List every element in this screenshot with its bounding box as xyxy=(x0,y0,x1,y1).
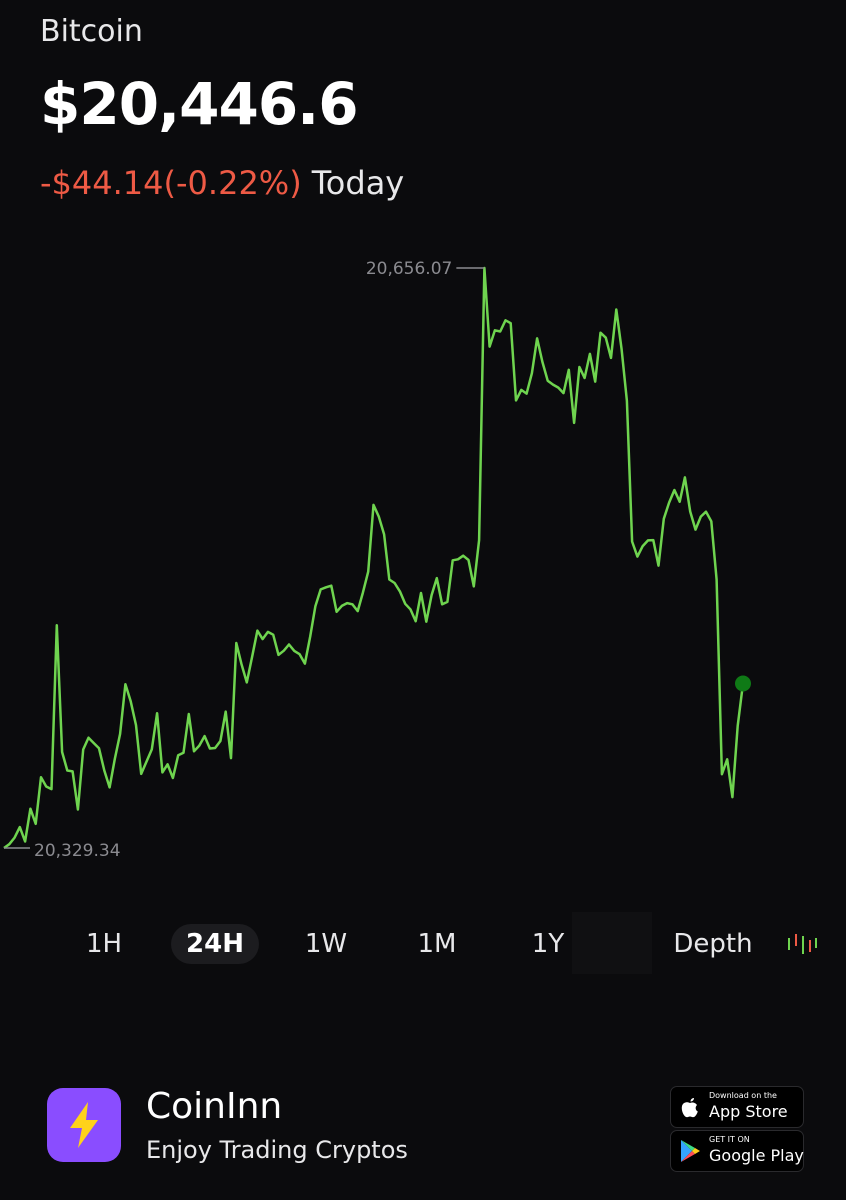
price-line xyxy=(3,266,745,850)
app-store-small-text: Download on the xyxy=(709,1091,777,1100)
timeframe-selector: 1H 24H 1W 1M 1Y Depth xyxy=(0,912,846,976)
min-price-label: 20,329.34 xyxy=(34,841,121,861)
price-change-row: -$44.14(-0.22%) Today xyxy=(40,164,404,202)
asset-name: Bitcoin xyxy=(40,14,143,49)
app-name: CoinInn xyxy=(146,1086,283,1127)
apple-icon xyxy=(681,1098,698,1118)
app-tagline: Enjoy Trading Cryptos xyxy=(146,1136,408,1164)
current-price-marker xyxy=(735,675,751,692)
google-play-big-text: Google Play xyxy=(709,1146,804,1165)
timeframe-blank-slot xyxy=(572,912,652,974)
app-store-badge[interactable]: Download on the App Store xyxy=(670,1086,804,1128)
footer-promo: CoinInn Enjoy Trading Cryptos Download o… xyxy=(0,1080,846,1180)
google-play-icon xyxy=(681,1140,700,1162)
candlestick-icon[interactable] xyxy=(786,932,818,956)
timeframe-1h[interactable]: 1H xyxy=(85,929,123,959)
timeframe-1w[interactable]: 1W xyxy=(304,929,348,959)
google-play-badge[interactable]: GET IT ON Google Play xyxy=(670,1130,804,1172)
lightning-bolt-icon xyxy=(70,1102,98,1148)
current-price: $20,446.6 xyxy=(40,70,359,138)
price-change-period: Today xyxy=(311,164,405,202)
app-store-big-text: App Store xyxy=(709,1102,788,1121)
price-change-value: -$44.14(-0.22%) xyxy=(40,164,302,202)
app-logo xyxy=(47,1088,121,1162)
depth-tab[interactable]: Depth xyxy=(673,929,753,959)
price-chart[interactable]: 20,656.07 20,329.34 xyxy=(0,240,846,890)
timeframe-24h[interactable]: 24H xyxy=(171,924,259,964)
google-play-small-text: GET IT ON xyxy=(709,1135,750,1144)
timeframe-1y[interactable]: 1Y xyxy=(531,929,565,959)
timeframe-1m[interactable]: 1M xyxy=(417,929,457,959)
max-price-label: 20,656.07 xyxy=(366,259,453,279)
